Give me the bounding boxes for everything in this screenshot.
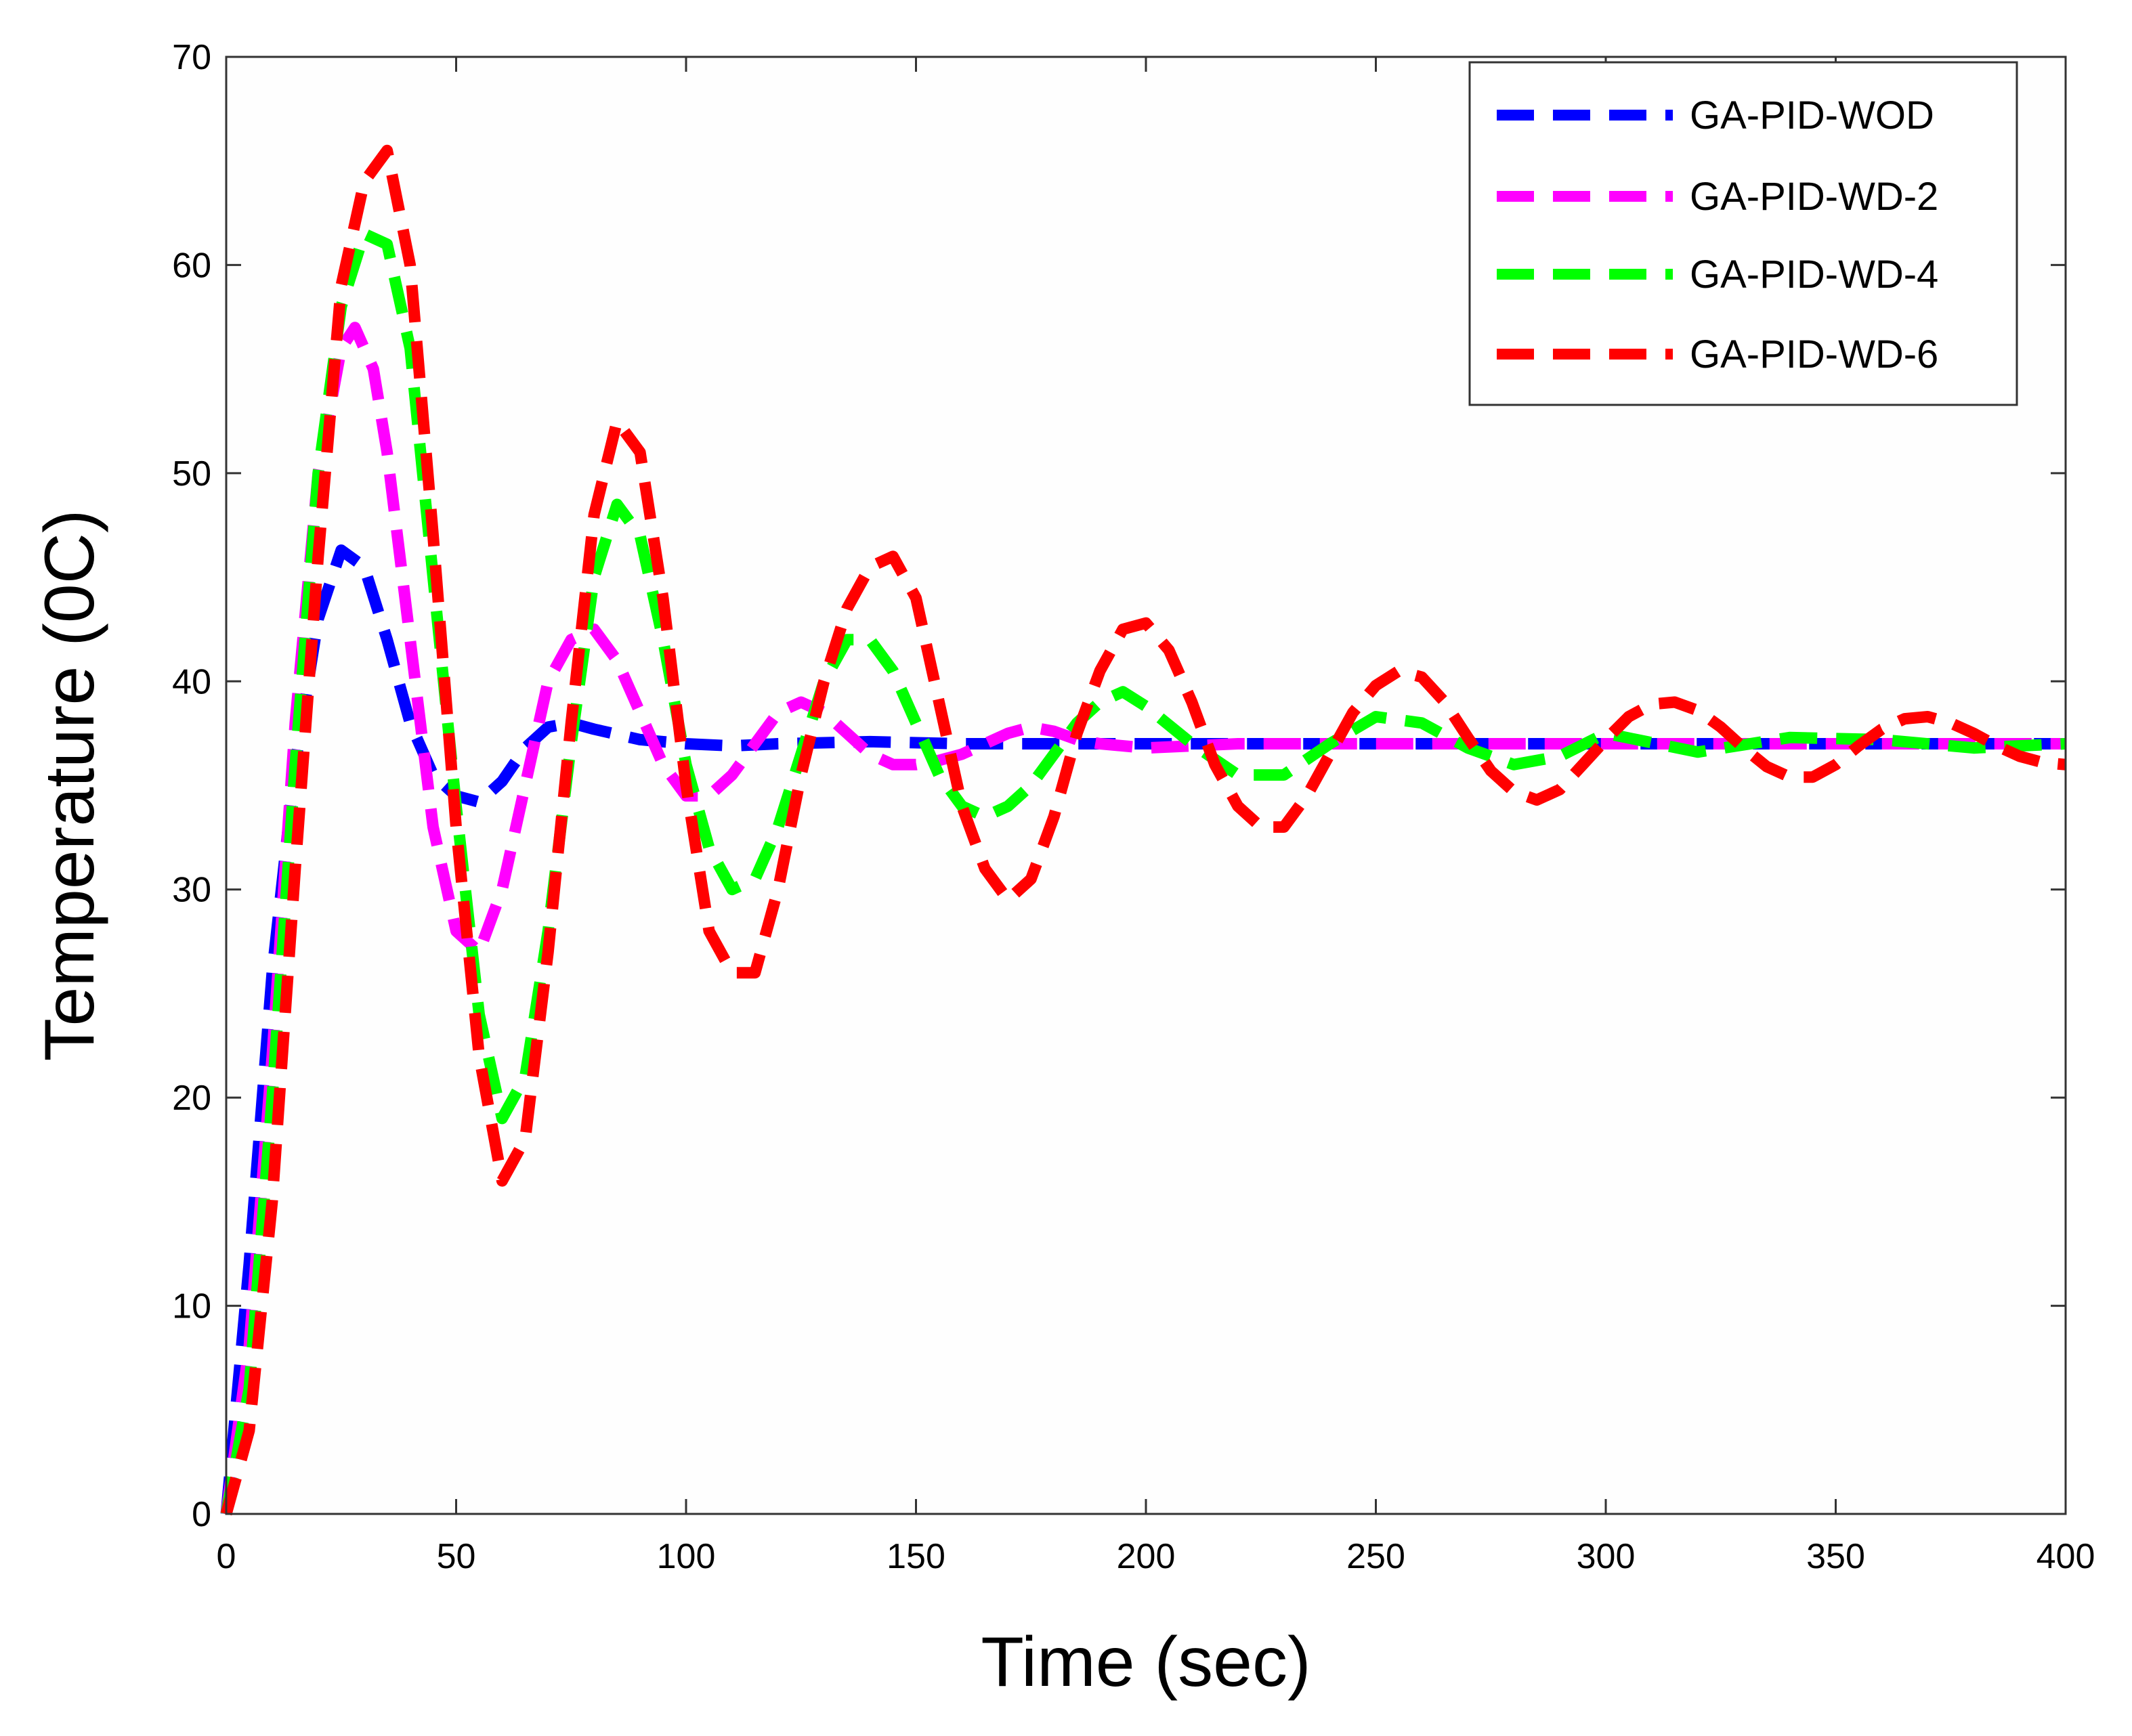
x-tick-label: 350: [1806, 1537, 1865, 1576]
x-tick-label: 150: [887, 1537, 945, 1576]
y-axis-label: Temperature (0C): [30, 510, 109, 1062]
x-tick-label: 300: [1577, 1537, 1636, 1576]
y-tick-label: 40: [172, 662, 211, 701]
legend-label-ga-pid-wd-4: GA-PID-WD-4: [1690, 253, 1938, 297]
ticks-layer: 0 50 100 150 200 250 300 350 400 0 10 20 30 40 50 60 70: [172, 38, 2095, 1576]
series-line-ga-pid-wd-4: [220, 227, 2066, 1515]
y-tick-label: 60: [172, 246, 211, 285]
series-line-ga-pid-wd-6: [220, 144, 2066, 1516]
series-layer: [220, 144, 2066, 1516]
series-line-ga-pid-wod: [220, 544, 2066, 1515]
y-tick-label: 30: [172, 871, 211, 910]
y-tick-label: 0: [192, 1495, 211, 1534]
x-tick-label: 50: [437, 1537, 476, 1576]
legend-label-ga-pid-wd-2: GA-PID-WD-2: [1690, 175, 1938, 219]
x-tick-label: 200: [1117, 1537, 1176, 1576]
y-tick-label: 50: [172, 454, 211, 494]
x-tick-label: 250: [1346, 1537, 1405, 1576]
x-tick-label: 400: [2037, 1537, 2095, 1576]
x-tick-label: 0: [217, 1537, 236, 1576]
x-axis-label: Time (sec): [981, 1623, 1310, 1701]
legend: GA-PID-WOD GA-PID-WD-2 GA-PID-WD-4 GA-PI…: [1468, 61, 2018, 406]
y-tick-label: 10: [172, 1287, 211, 1326]
x-tick-label: 100: [657, 1537, 716, 1576]
legend-label-ga-pid-wod: GA-PID-WOD: [1690, 93, 1934, 137]
series-line-ga-pid-wd-2: [220, 322, 2066, 1515]
y-tick-label: 20: [172, 1079, 211, 1118]
legend-label-ga-pid-wd-6: GA-PID-WD-6: [1690, 332, 1938, 376]
y-tick-label: 70: [172, 38, 211, 77]
